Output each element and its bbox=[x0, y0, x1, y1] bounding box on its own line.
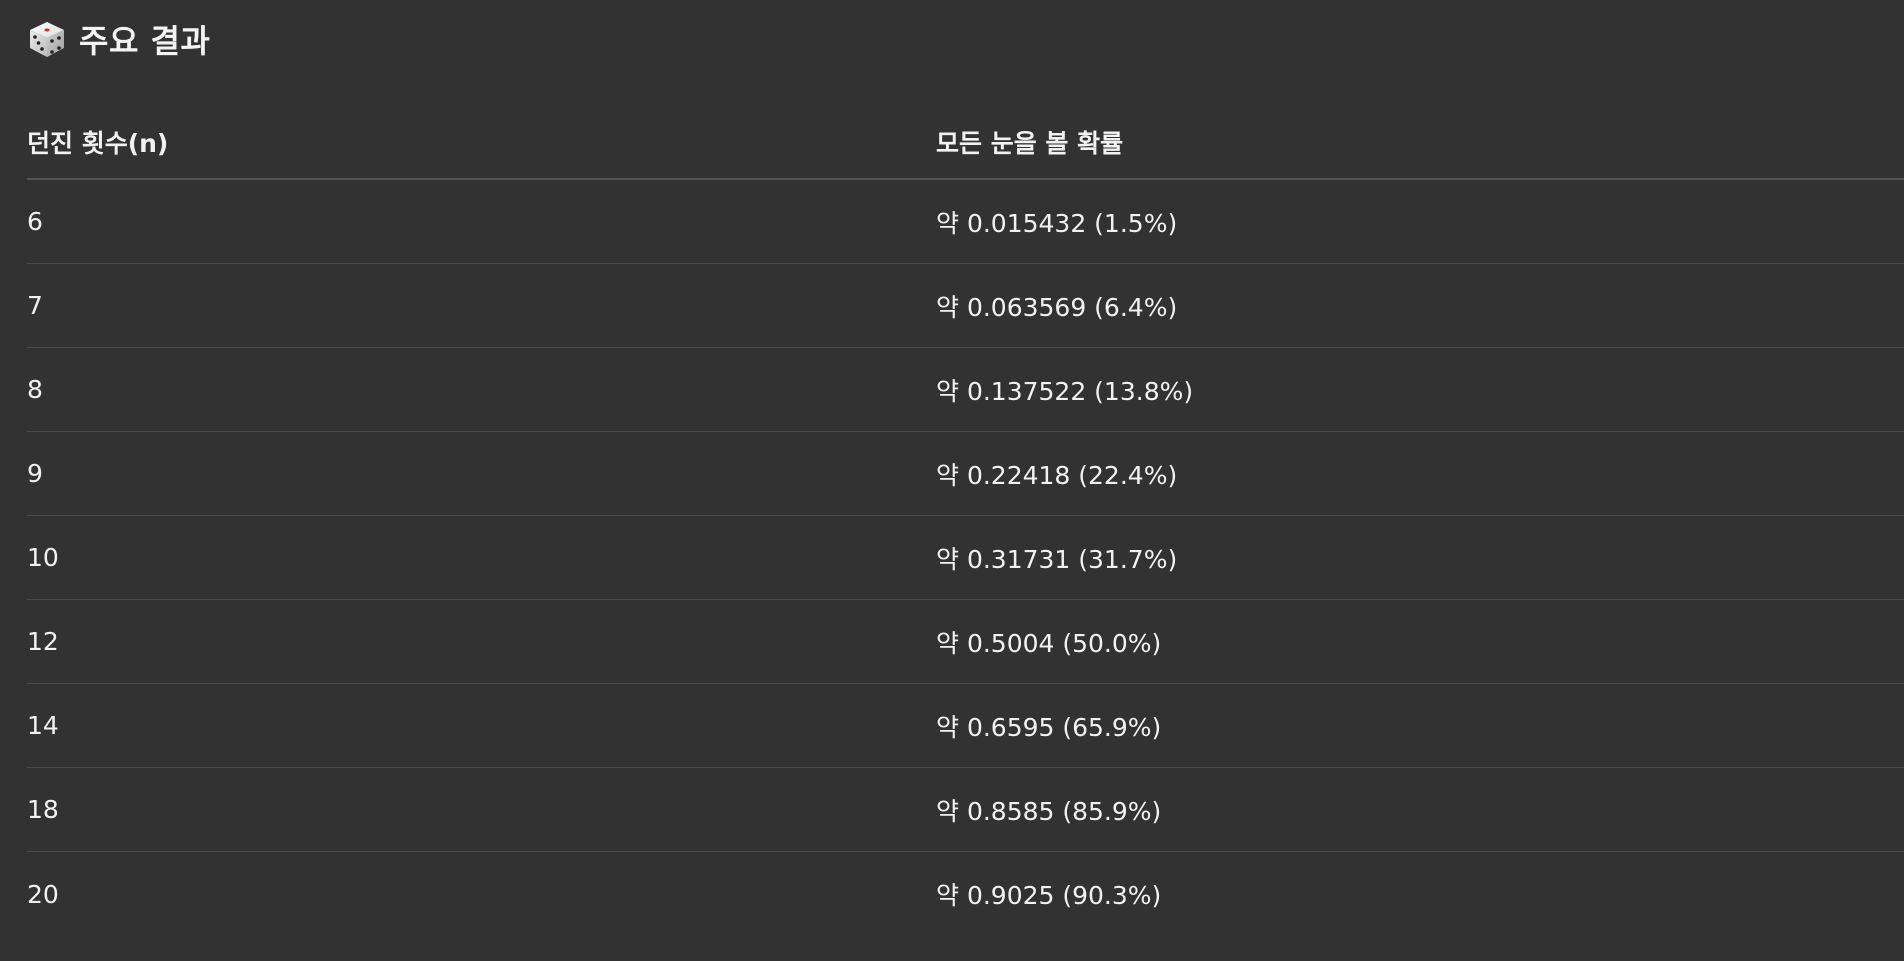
table-header-row: 던진 횟수(n) 모든 눈을 볼 확률 bbox=[27, 110, 1904, 180]
table-row: 6 약 0.015432 (1.5%) bbox=[27, 180, 1904, 264]
cell-n: 8 bbox=[27, 375, 43, 404]
table-row: 12 약 0.5004 (50.0%) bbox=[27, 600, 1904, 684]
cell-probability: 약 0.22418 (22.4%) bbox=[936, 460, 1178, 490]
cell-n: 6 bbox=[27, 207, 43, 236]
table-row: 7 약 0.063569 (6.4%) bbox=[27, 264, 1904, 348]
table-row: 8 약 0.137522 (13.8%) bbox=[27, 348, 1904, 432]
dice-icon bbox=[30, 22, 64, 57]
cell-probability: 약 0.9025 (90.3%) bbox=[936, 881, 1162, 910]
cell-n: 12 bbox=[27, 627, 59, 656]
cell-probability: 약 0.015432 (1.5%) bbox=[936, 208, 1178, 238]
page-title: 주요 결과 bbox=[79, 22, 211, 60]
column-header-probability: 모든 눈을 볼 확률 bbox=[936, 129, 1124, 158]
cell-probability: 약 0.137522 (13.8%) bbox=[936, 376, 1194, 406]
section-heading: 주요 결과 bbox=[27, 14, 210, 64]
cell-n: 10 bbox=[27, 543, 59, 572]
cell-probability: 약 0.6595 (65.9%) bbox=[936, 712, 1162, 742]
cell-n: 9 bbox=[27, 459, 43, 488]
cell-probability: 약 0.31731 (31.7%) bbox=[936, 544, 1178, 574]
cell-n: 7 bbox=[27, 291, 43, 320]
table-row: 18 약 0.8585 (85.9%) bbox=[27, 768, 1904, 852]
cell-n: 18 bbox=[27, 795, 59, 824]
table-row: 20 약 0.9025 (90.3%) bbox=[27, 852, 1904, 936]
column-header-n: 던진 횟수(n) bbox=[27, 129, 169, 158]
cell-probability: 약 0.5004 (50.0%) bbox=[936, 628, 1162, 658]
table-row: 10 약 0.31731 (31.7%) bbox=[27, 516, 1904, 600]
cell-probability: 약 0.063569 (6.4%) bbox=[936, 292, 1178, 322]
table-row: 9 약 0.22418 (22.4%) bbox=[27, 432, 1904, 516]
cell-probability: 약 0.8585 (85.9%) bbox=[936, 796, 1162, 826]
results-table: 던진 횟수(n) 모든 눈을 볼 확률 6 약 0.015432 (1.5%) … bbox=[27, 110, 1904, 936]
cell-n: 20 bbox=[27, 879, 59, 909]
cell-n: 14 bbox=[27, 711, 59, 740]
table-row: 14 약 0.6595 (65.9%) bbox=[27, 684, 1904, 768]
